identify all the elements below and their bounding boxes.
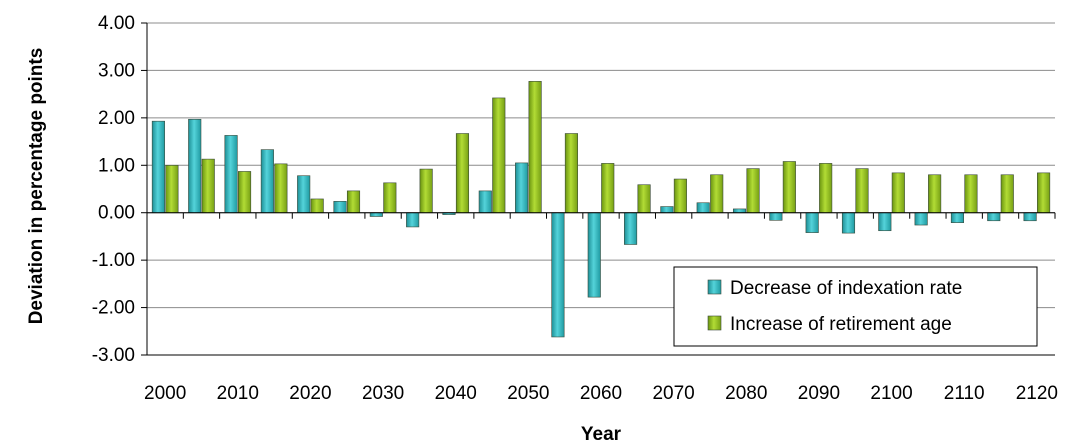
y-tick-label: 1.00 (98, 155, 135, 176)
bar-indexation-2100 (878, 212, 892, 232)
bar-retirement-2025 (346, 190, 361, 214)
x-tick-label: 2080 (725, 383, 767, 404)
x-tick-label: 2030 (362, 383, 404, 404)
bar-retirement-2010 (238, 171, 252, 214)
bar-indexation-2020 (297, 175, 311, 214)
bar-indexation-2015 (260, 149, 274, 214)
y-axis-title: Deviation in percentage points (26, 48, 47, 325)
x-tick-label: 2000 (144, 383, 186, 404)
bar-indexation-2035 (406, 212, 420, 228)
bar-indexation-2105 (914, 212, 928, 226)
bar-indexation-2000 (151, 120, 165, 214)
bar-retirement-2015 (274, 163, 288, 214)
y-tick-label: 4.00 (98, 13, 135, 34)
x-tick-label: 2120 (1016, 383, 1058, 404)
bar-retirement-2070 (673, 178, 687, 214)
x-tick-label: 2070 (652, 383, 694, 404)
x-tick-label: 2100 (870, 383, 912, 404)
bar-retirement-2005 (201, 158, 215, 214)
bar-indexation-2055 (551, 212, 565, 338)
x-tick-label: 2010 (217, 383, 259, 404)
x-tick-label: 2110 (944, 383, 985, 404)
legend-swatch-retirement (707, 315, 722, 331)
bar-retirement-2045 (492, 97, 506, 214)
legend-label-indexation: Decrease of indexation rate (730, 278, 962, 299)
bar-indexation-2070 (660, 206, 674, 214)
bar-indexation-2115 (987, 212, 1001, 222)
bar-indexation-2065 (624, 212, 638, 245)
bar-retirement-2030 (383, 182, 397, 214)
bar-indexation-2120 (1023, 212, 1037, 222)
bar-retirement-2050 (528, 81, 542, 214)
x-tick-label: 2020 (289, 383, 331, 404)
y-tick-label: -3.00 (92, 345, 135, 366)
bar-retirement-2095 (855, 168, 869, 214)
x-tick-label: 2050 (507, 383, 549, 404)
bar-retirement-2085 (782, 161, 796, 214)
axes (141, 22, 1056, 356)
bar-indexation-2045 (478, 190, 492, 214)
bar-retirement-2035 (419, 168, 433, 214)
y-tick-label: 0.00 (98, 203, 135, 224)
bar-retirement-2075 (710, 174, 724, 214)
bar-indexation-2030 (369, 212, 383, 217)
x-tick-label: 2060 (580, 383, 622, 404)
bar-indexation-2060 (587, 212, 601, 298)
bar-retirement-2110 (964, 174, 978, 214)
legend-box (673, 266, 1038, 347)
y-tick-label: -1.00 (92, 250, 135, 271)
bar-retirement-2000 (165, 164, 179, 214)
legend-label-retirement: Increase of retirement age (730, 314, 952, 335)
x-tick-label: 2090 (798, 383, 840, 404)
bar-retirement-2020 (310, 198, 324, 214)
bar-indexation-2050 (515, 162, 529, 214)
bar-indexation-2090 (805, 212, 819, 233)
bar-indexation-2075 (696, 202, 710, 214)
bar-indexation-2110 (950, 212, 965, 223)
bar-retirement-2115 (1000, 174, 1014, 214)
x-axis-title: Year (581, 424, 622, 445)
bar-retirement-2090 (819, 163, 833, 214)
legend: Decrease of indexation rate Increase of r… (673, 266, 1038, 347)
bars (151, 81, 1051, 338)
bar-indexation-2095 (841, 212, 856, 234)
bar-retirement-2100 (891, 172, 905, 214)
bar-retirement-2065 (637, 184, 651, 214)
y-tick-label: -2.00 (92, 298, 135, 319)
bar-retirement-2055 (564, 133, 578, 214)
bar-retirement-2080 (746, 168, 760, 214)
bar-indexation-2080 (732, 208, 747, 214)
y-tick-label: 3.00 (98, 60, 135, 81)
bar-indexation-2025 (333, 201, 347, 214)
bar-retirement-2060 (601, 163, 615, 214)
x-tick-labels: 2000 2010 2020 2030 2040 2050 2060 2070 2080 2090… (144, 383, 1058, 404)
bar-indexation-2010 (224, 135, 238, 214)
y-tick-labels: 4.00 3.00 2.00 1.00 0.00 -1.00 -2.00 -3.00 (92, 13, 135, 366)
bar-indexation-2085 (769, 212, 783, 221)
legend-swatch-indexation (707, 279, 722, 295)
bar-retirement-2105 (928, 174, 942, 214)
bar-indexation-2005 (188, 118, 202, 214)
y-tick-label: 2.00 (98, 108, 135, 129)
bar-retirement-2120 (1037, 172, 1051, 214)
x-tick-label: 2040 (435, 383, 477, 404)
bar-retirement-2040 (455, 133, 470, 214)
